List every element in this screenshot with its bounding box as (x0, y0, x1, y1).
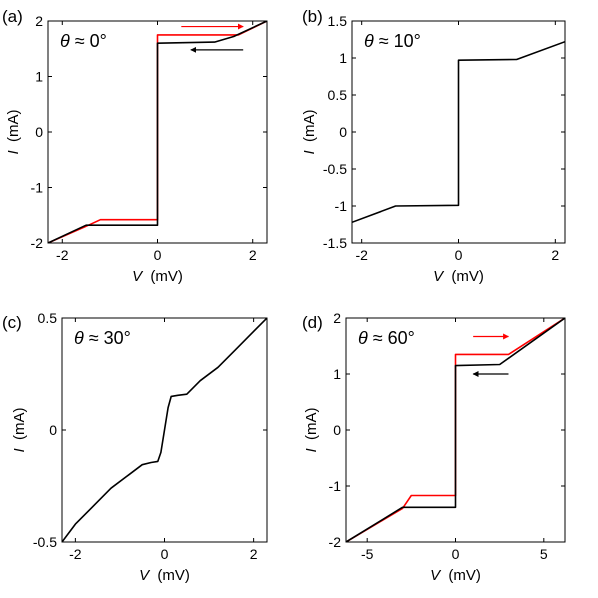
y-tick-label: 0 (35, 124, 43, 140)
y-tick-label: -1 (329, 478, 342, 494)
y-tick-label: 1 (339, 50, 347, 66)
y-axis-label: I (mA) (303, 407, 320, 452)
y-tick-label: 1 (35, 69, 43, 85)
series-line-black (346, 318, 565, 542)
y-tick-label: -2 (31, 235, 44, 251)
panel-b: -2 0 2 -1.5 -1 -0.5 0 0.5 1 1.5 V (mV) I (mA) (b) θ ≈… (301, 7, 566, 285)
angle-annotation: θ ≈ 30° (74, 328, 131, 348)
x-axis-label: V (mV) (430, 567, 481, 584)
panel-label: (d) (302, 313, 323, 332)
y-tick-label: -0.5 (33, 534, 57, 550)
y-axis-label: I (mA) (5, 109, 22, 154)
x-tick-label: 0 (154, 247, 162, 263)
x-axis-label: V (mV) (139, 567, 190, 584)
x-tick-label: 0 (161, 546, 169, 562)
angle-annotation: θ ≈ 10° (364, 31, 421, 51)
x-tick-label: 5 (540, 546, 548, 562)
panel-a: -2 0 2 -2 -1 0 1 2 V (mV) I (mA) (a) θ ≈ 0° (2, 7, 268, 285)
y-tick-label: -1 (31, 180, 44, 196)
y-tick-label: -1 (335, 198, 348, 214)
panel-label: (b) (302, 7, 323, 26)
x-tick-label: 2 (250, 546, 258, 562)
y-tick-label: -0.5 (323, 161, 347, 177)
y-tick-label: 0 (339, 124, 347, 140)
x-tick-label: 2 (249, 247, 257, 263)
y-tick-label: 1.5 (328, 13, 348, 29)
panel-d: -5 0 5 -2 -1 0 1 2 V (mV) I (mA) (d) θ ≈ 60° (302, 310, 566, 584)
y-tick-label: 2 (35, 13, 43, 29)
y-tick-label: -2 (329, 534, 342, 550)
y-tick-label: 0 (333, 422, 341, 438)
y-tick-label: 0 (49, 422, 57, 438)
angle-annotation: θ ≈ 60° (358, 328, 415, 348)
x-tick-label: -2 (69, 546, 82, 562)
y-tick-label: 1 (333, 366, 341, 382)
y-tick-label: 0.5 (38, 310, 58, 326)
x-tick-label: -2 (56, 247, 69, 263)
y-tick-label: -1.5 (323, 235, 347, 251)
series-line-black (352, 40, 565, 224)
x-tick-label: 2 (551, 247, 559, 263)
x-tick-label: -5 (361, 546, 374, 562)
angle-annotation: θ ≈ 0° (60, 31, 107, 51)
y-tick-label: 2 (333, 310, 341, 326)
x-axis-label: V (mV) (433, 268, 484, 285)
series-line-black (48, 21, 267, 243)
y-axis-label: I (mA) (301, 109, 318, 154)
panel-c: -2 0 2 -0.5 0 0.5 V (mV) I (mA) (c) θ ≈ 30° (2, 310, 268, 584)
panel-label: (c) (2, 313, 22, 332)
y-tick-label: 0.5 (328, 87, 348, 103)
x-tick-label: 0 (455, 247, 463, 263)
series-line-black (62, 318, 267, 542)
x-tick-label: 0 (452, 546, 460, 562)
x-tick-label: -2 (355, 247, 368, 263)
x-axis-label: V (mV) (132, 268, 183, 285)
y-axis-label: I (mA) (11, 407, 28, 452)
panel-label: (a) (2, 7, 23, 26)
